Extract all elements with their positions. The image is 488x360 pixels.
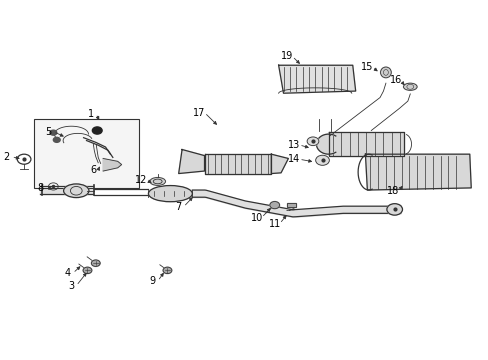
Circle shape [306,137,318,145]
Polygon shape [178,149,204,174]
Polygon shape [328,132,404,156]
Circle shape [50,130,57,135]
Circle shape [315,155,329,165]
Text: 19: 19 [281,51,293,61]
Polygon shape [204,154,271,174]
FancyBboxPatch shape [34,119,139,188]
Text: 12: 12 [135,175,147,185]
Ellipse shape [148,185,192,202]
Circle shape [53,137,60,142]
FancyBboxPatch shape [286,203,295,207]
Circle shape [269,202,279,209]
Polygon shape [365,154,470,190]
Text: 6: 6 [90,165,96,175]
Ellipse shape [380,67,390,78]
Text: 17: 17 [193,108,205,118]
Polygon shape [271,154,288,174]
Text: 8: 8 [38,183,43,193]
Circle shape [163,267,171,274]
Circle shape [386,204,402,215]
Polygon shape [103,158,122,171]
Text: 15: 15 [361,62,373,72]
Text: 5: 5 [45,127,52,136]
Text: 4: 4 [65,268,71,278]
Circle shape [83,267,92,274]
Polygon shape [278,65,355,93]
Text: 10: 10 [250,213,262,222]
Text: 16: 16 [389,75,401,85]
Ellipse shape [150,177,165,185]
Circle shape [92,127,102,134]
Ellipse shape [63,184,89,198]
Text: 2: 2 [3,152,10,162]
Text: 11: 11 [268,219,280,229]
Text: 9: 9 [149,276,156,286]
Circle shape [91,260,100,266]
Polygon shape [316,132,335,156]
Text: 14: 14 [287,154,300,164]
Text: 3: 3 [68,281,74,291]
Text: 7: 7 [175,202,182,212]
Text: 1: 1 [88,109,94,119]
Text: 18: 18 [386,186,399,197]
Ellipse shape [403,83,416,90]
Text: 13: 13 [287,140,300,150]
